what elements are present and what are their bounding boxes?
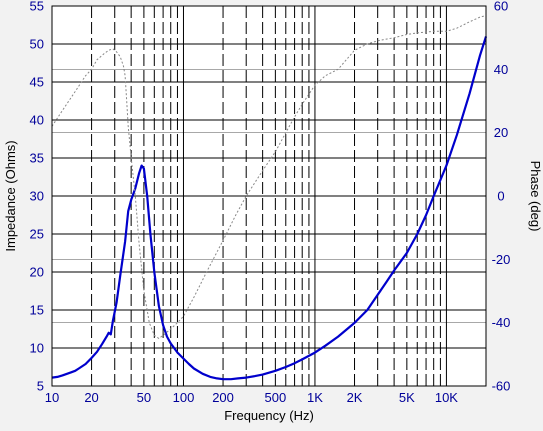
phase-series-line [51,15,487,339]
y-left-tick-label: 50 [30,37,44,52]
x-tick-label: 5K [399,390,415,405]
x-tick-label: 200 [212,390,234,405]
y-left-tick-label: 15 [30,303,44,318]
x-tick-label: 20 [84,390,98,405]
x-axis-label: Frequency (Hz) [224,408,314,423]
y-left-tick-label: 30 [30,189,44,204]
x-tick-label: 500 [265,390,287,405]
impedance-series-line [51,36,488,381]
y-axis-right-label: Phase (deg) [528,161,543,232]
x-tick-label: 1K [307,390,323,405]
series-layer [51,15,488,381]
y-left-tick-label: 35 [30,151,44,166]
x-tick-label: 10K [435,390,458,405]
y-left-tick-label: 25 [30,227,44,242]
x-tick-label: 100 [173,390,195,405]
x-tick-label: 10 [45,390,59,405]
x-tick-label: 2K [347,390,363,405]
grid-layer [52,6,486,386]
plot-frame [51,5,487,387]
y-right-tick-label: -60 [492,379,511,394]
y-left-tick-label: 20 [30,265,44,280]
x-tick-label: 50 [137,390,151,405]
y-axis-left-label: Impedance (Ohms) [3,140,18,251]
y-left-tick-label: 40 [30,113,44,128]
tick-label-layer: 10 20 50 100 200 500 1K 2K 5K 10K5101520253035404… [30,0,511,405]
y-right-tick-label: -20 [492,252,511,267]
y-left-tick-label: 10 [30,341,44,356]
y-right-tick-label: 0 [497,189,504,204]
y-right-tick-label: 20 [494,125,508,140]
y-left-tick-label: 5 [37,379,44,394]
y-right-tick-label: 60 [494,0,508,14]
y-left-tick-label: 45 [30,75,44,90]
y-left-tick-label: 55 [30,0,44,14]
y-right-tick-label: -40 [492,315,511,330]
y-right-tick-label: 40 [494,62,508,77]
